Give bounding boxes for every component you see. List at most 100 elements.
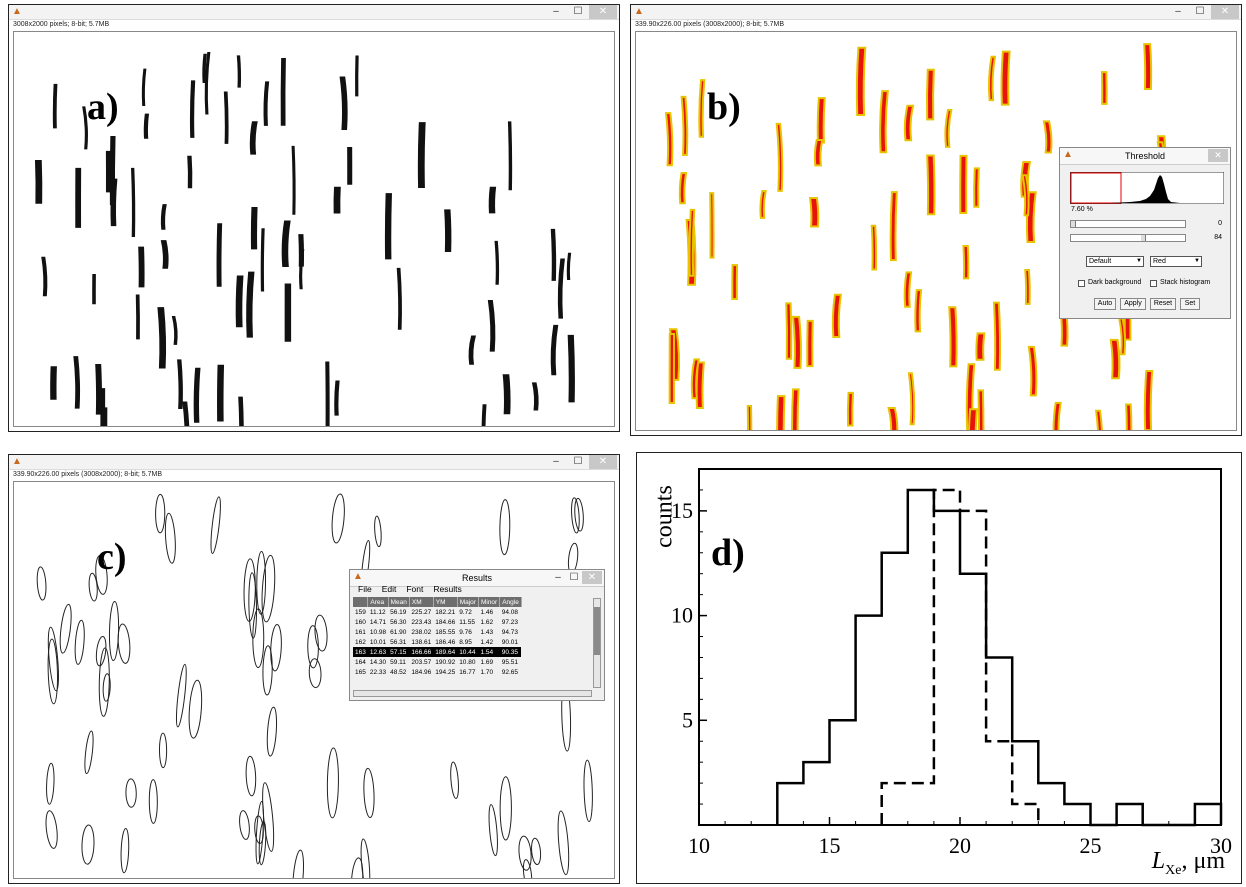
column-header[interactable]: Mean bbox=[388, 597, 410, 607]
particle-streak bbox=[502, 374, 511, 415]
column-header[interactable]: Area bbox=[367, 597, 389, 607]
table-cell: 162 bbox=[355, 638, 366, 646]
fitted-ellipse bbox=[571, 497, 580, 534]
close-button[interactable]: ✕ bbox=[1211, 5, 1239, 19]
table-row[interactable]: 164 14.30 59.11 203.57 190.92 10.80 1.69 95.51 bbox=[353, 657, 521, 667]
table-row[interactable]: 159 11.12 56.19 225.27 182.21 9.72 1.46 94.08 bbox=[353, 607, 521, 617]
particle-streak bbox=[238, 396, 244, 426]
fitted-ellipse bbox=[499, 776, 512, 841]
maximize-button[interactable]: ☐ bbox=[1195, 6, 1205, 17]
vertical-scrollbar[interactable] bbox=[593, 598, 601, 688]
particle-streak bbox=[531, 382, 539, 411]
y-tick-label: 10 bbox=[671, 603, 693, 628]
table-cell: 189.64 bbox=[433, 647, 458, 657]
fitted-ellipse bbox=[307, 625, 319, 669]
particle-streak bbox=[291, 145, 296, 215]
binary-image bbox=[34, 52, 575, 426]
particle-streak bbox=[250, 206, 258, 250]
column-header[interactable] bbox=[353, 597, 369, 607]
menu-edit[interactable]: Edit bbox=[381, 584, 397, 594]
fitted-ellipse bbox=[98, 647, 110, 717]
table-row[interactable]: 161 10.98 61.90 238.02 185.55 9.76 1.43 94.73 bbox=[353, 627, 521, 637]
set-button[interactable]: Set bbox=[1180, 298, 1200, 310]
table-cell: 1.43 bbox=[480, 628, 494, 636]
fitted-ellipse bbox=[574, 497, 584, 532]
table-cell: 186.46 bbox=[435, 638, 456, 646]
particle-streak bbox=[334, 380, 340, 416]
horizontal-scrollbar[interactable] bbox=[353, 690, 592, 697]
window-titlebar[interactable]: ▲ – ☐ ✕ bbox=[9, 455, 619, 470]
fitted-ellipse bbox=[88, 572, 98, 602]
fitted-ellipse bbox=[314, 614, 328, 652]
window-titlebar[interactable]: ▲ – ☐ ✕ bbox=[9, 5, 619, 20]
close-button[interactable]: ✕ bbox=[1208, 149, 1228, 162]
table-row[interactable]: 162 10.01 56.31 138.61 186.46 8.95 1.42 90.01 bbox=[353, 637, 521, 647]
fitted-ellipse bbox=[292, 849, 305, 878]
thresholded-image bbox=[664, 43, 1215, 430]
solid-histogram-series bbox=[776, 488, 1223, 827]
dialog-titlebar[interactable]: ▲ Threshold ✕ bbox=[1060, 148, 1230, 165]
thresholded-particle bbox=[1024, 269, 1031, 305]
minimize-button[interactable]: – bbox=[553, 6, 559, 17]
table-cell: 164 bbox=[355, 658, 366, 666]
maximize-button[interactable]: ☐ bbox=[569, 572, 579, 583]
minimize-button[interactable]: – bbox=[1175, 6, 1181, 17]
mode-select[interactable]: Red ▼ bbox=[1150, 256, 1202, 267]
apply-button[interactable]: Apply bbox=[1120, 298, 1146, 310]
x-tick-label: 15 bbox=[819, 833, 841, 858]
particle-streak bbox=[281, 220, 291, 268]
reset-button[interactable]: Reset bbox=[1150, 298, 1176, 310]
table-row[interactable]: 160 14.71 56.30 223.43 184.66 11.55 1.62 97.23 bbox=[353, 617, 521, 627]
results-titlebar[interactable]: ▲ Results – ☐ ✕ bbox=[350, 570, 604, 587]
maximize-button[interactable]: ☐ bbox=[573, 6, 583, 17]
column-header[interactable]: Major bbox=[457, 597, 479, 607]
menu-results[interactable]: Results bbox=[433, 584, 462, 594]
close-button[interactable]: ✕ bbox=[589, 5, 617, 19]
column-header[interactable]: YM bbox=[433, 597, 458, 607]
close-button[interactable]: ✕ bbox=[582, 571, 602, 584]
close-button[interactable]: ✕ bbox=[589, 455, 617, 469]
column-header[interactable]: Minor bbox=[478, 597, 501, 607]
column-header[interactable]: Angle bbox=[499, 597, 522, 607]
table-row[interactable]: 163 12.63 57.15 166.66 189.64 10.44 1.54 90.35 bbox=[353, 647, 522, 657]
thresholded-particle bbox=[903, 271, 913, 308]
table-cell: 163 bbox=[353, 647, 368, 657]
image-info: 339.90x226.00 pixels (3008x2000); 8-bit;… bbox=[635, 21, 785, 28]
menu-file[interactable]: File bbox=[358, 584, 372, 594]
window-titlebar[interactable]: ▲ – ☐ ✕ bbox=[631, 5, 1241, 20]
table-cell: 59.11 bbox=[390, 658, 406, 666]
min-slider[interactable] bbox=[1070, 220, 1186, 228]
thresholded-particle bbox=[1118, 317, 1127, 356]
particle-streak bbox=[131, 167, 136, 238]
image-canvas[interactable] bbox=[13, 31, 615, 427]
maximize-button[interactable]: ☐ bbox=[573, 456, 583, 467]
column-header[interactable]: XM bbox=[409, 597, 434, 607]
thresholded-particle bbox=[775, 122, 784, 192]
dark-background-checkbox[interactable] bbox=[1078, 280, 1085, 287]
minimize-button[interactable]: – bbox=[553, 456, 559, 467]
fitted-ellipse bbox=[374, 515, 382, 548]
particle-streak bbox=[260, 228, 265, 292]
thresholded-particle bbox=[1000, 50, 1011, 106]
thresholded-particle bbox=[959, 154, 968, 215]
menu-font[interactable]: Font bbox=[406, 584, 424, 594]
max-slider[interactable] bbox=[1070, 234, 1186, 242]
image-window-a: ▲ – ☐ ✕ 3008x2000 pixels; 8-bit; 5.7MB a… bbox=[8, 4, 620, 432]
minimize-button[interactable]: – bbox=[555, 572, 561, 583]
table-cell: 14.30 bbox=[369, 658, 387, 666]
stack-histogram-checkbox[interactable] bbox=[1150, 280, 1157, 287]
table-cell: 166.66 bbox=[409, 647, 434, 657]
thresholded-particle bbox=[709, 192, 715, 259]
particle-streak bbox=[135, 294, 140, 340]
particle-streak bbox=[347, 146, 353, 185]
table-cell: 10.98 bbox=[369, 628, 387, 636]
fitted-ellipse bbox=[243, 558, 256, 622]
auto-button[interactable]: Auto bbox=[1094, 298, 1116, 310]
thresholded-particle bbox=[664, 112, 674, 167]
table-cell: 61.90 bbox=[390, 628, 407, 636]
table-cell: 48.52 bbox=[390, 668, 407, 676]
method-select[interactable]: Default ▼ bbox=[1086, 256, 1144, 267]
dialog-title: Threshold bbox=[1124, 151, 1166, 161]
table-cell: 159 bbox=[355, 608, 366, 616]
table-row[interactable]: 165 22.33 48.52 184.96 194.25 16.77 1.70 92.65 bbox=[353, 667, 521, 677]
